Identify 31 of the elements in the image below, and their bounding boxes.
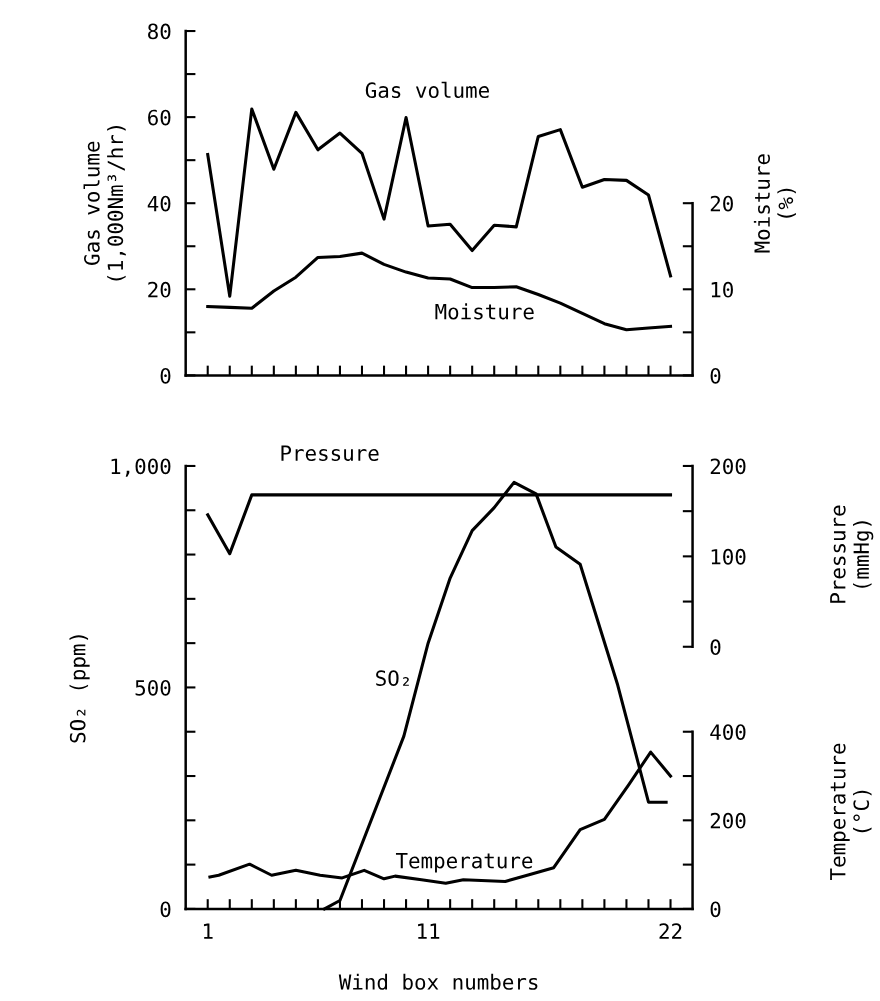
y-tick-label: 500 — [135, 679, 171, 696]
x-axis-title: Wind box numbers — [338, 973, 538, 990]
y-tick-label: 20 — [148, 281, 171, 298]
y2-tick-label: 0 — [710, 367, 721, 384]
y2-tick-label: 10 — [711, 281, 733, 298]
y-tick-label: 0 — [160, 901, 171, 918]
y2-tick-label: 200 — [710, 458, 746, 475]
y3-tick-label: 200 — [710, 812, 746, 829]
y-tick-label: 40 — [147, 195, 171, 212]
series-label: Pressure — [281, 445, 379, 461]
y3-axis-title: Temperature (°C) — [830, 743, 872, 880]
y-tick-label: 0 — [160, 367, 171, 384]
y2-tick-label: 20 — [710, 195, 733, 212]
y3-tick-label: 0 — [710, 901, 721, 918]
x-tick-label: 22 — [659, 923, 682, 939]
y2-tick-label: 0 — [710, 639, 721, 656]
y2-axis-title: Pressure (mmHg) — [830, 505, 874, 603]
y2-axis-title: Moisture (%) — [753, 154, 796, 253]
y-axis-title: SO₂ (ppm) — [69, 635, 90, 743]
y-tick-label: 80 — [148, 23, 171, 40]
series-label: SO₂ — [376, 670, 409, 687]
series-label: Temperature — [395, 853, 533, 873]
series-label: Gas volume — [365, 81, 489, 99]
y-tick-label: 60 — [148, 109, 171, 126]
y-axis-title: Gas volume (1,000Nm³/hr) — [83, 126, 126, 281]
series-label: Moisture — [435, 303, 534, 320]
x-tick-label: 11 — [418, 923, 440, 939]
y2-tick-label: 100 — [711, 548, 746, 565]
y3-tick-label: 400 — [710, 724, 746, 740]
x-tick-label: 1 — [203, 923, 213, 939]
y-tick-label: 1,000 — [111, 458, 171, 477]
